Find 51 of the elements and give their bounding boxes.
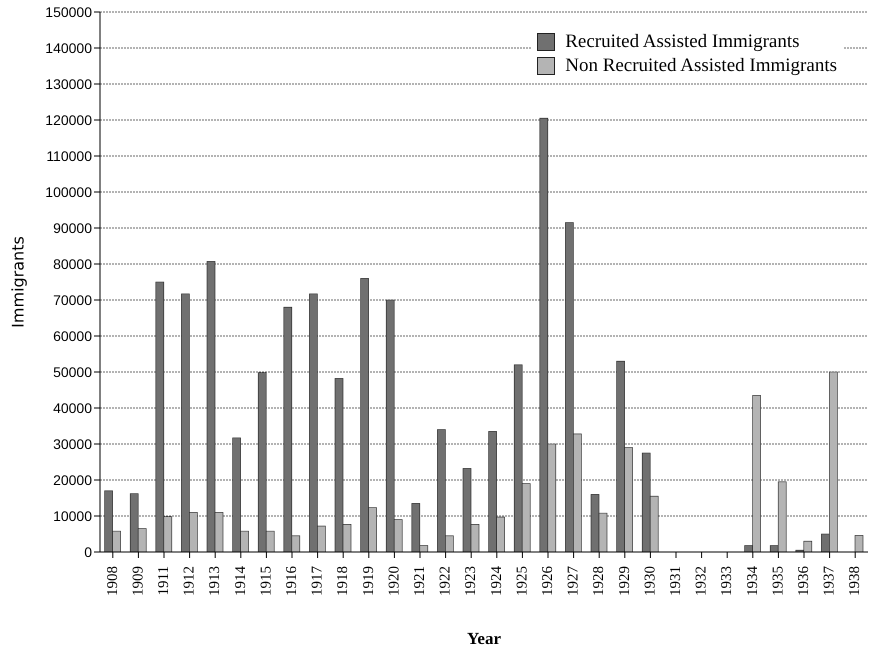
x-tick-label: 1916: [284, 566, 300, 596]
y-tick-label: 130000: [45, 76, 92, 92]
x-tick-label: 1934: [744, 566, 761, 596]
y-tick-label: 0: [84, 544, 92, 560]
x-tick-label: 1927: [566, 566, 582, 596]
y-tick-label: 10000: [53, 508, 92, 524]
y-tick-label: 100000: [45, 184, 92, 200]
y-tick-label: 40000: [53, 400, 92, 416]
x-tick-label: 1917: [310, 566, 326, 596]
x-tick-label: 1919: [360, 566, 377, 596]
x-tick-label: 1911: [156, 566, 172, 596]
x-tick-label: 1914: [232, 566, 249, 596]
x-tick-label: 1922: [438, 566, 454, 596]
x-tick-label: 1931: [668, 566, 684, 596]
y-tick-label: 140000: [45, 40, 92, 56]
y-tick-label: 150000: [45, 4, 92, 20]
x-tick-label: 1936: [796, 566, 812, 596]
x-tick-label: 1926: [540, 566, 556, 596]
x-tick-label: 1918: [335, 566, 352, 596]
y-tick-label: 30000: [53, 436, 92, 452]
y-tick-label: 20000: [53, 472, 92, 488]
x-tick-label: 1909: [130, 566, 146, 596]
x-tick-label: 1912: [182, 566, 198, 596]
x-tick-label: 1935: [770, 566, 786, 596]
x-tick-label: 1925: [514, 566, 530, 596]
x-tick-label: 1928: [591, 566, 608, 596]
y-tick-label: 80000: [53, 256, 92, 272]
y-tick-label: 60000: [53, 328, 92, 344]
x-tick-label: 1921: [412, 566, 428, 596]
x-tick-label: 1920: [386, 566, 402, 596]
x-tick-label: 1929: [616, 566, 633, 596]
x-tick-label: 1923: [463, 566, 480, 596]
bar: [854, 535, 864, 552]
y-tick-label: 110000: [46, 148, 92, 164]
y-tick-label: 50000: [53, 364, 92, 380]
x-tick-label: 1913: [207, 566, 224, 596]
y-axis-title: Immigrants: [8, 236, 28, 328]
x-tick-label: 1932: [694, 566, 710, 596]
x-tick-label: 1937: [822, 566, 838, 596]
legend-label: Recruited Assisted Immigrants: [565, 30, 800, 54]
legend-label: Non Recruited Assisted Immigrants: [565, 54, 837, 78]
x-axis-title: Year: [467, 629, 502, 648]
y-tick-label: 70000: [53, 292, 92, 308]
x-tick-label: 1930: [642, 566, 658, 596]
x-tick-label: 1933: [719, 566, 736, 596]
x-tick-label: 1924: [488, 566, 505, 596]
x-tick-label: 1915: [258, 566, 274, 596]
x-tick-label: 1938: [847, 566, 864, 596]
y-tick-label: 90000: [53, 220, 92, 236]
x-tick-label: 1908: [104, 566, 121, 596]
y-tick-label: 120000: [45, 112, 92, 128]
